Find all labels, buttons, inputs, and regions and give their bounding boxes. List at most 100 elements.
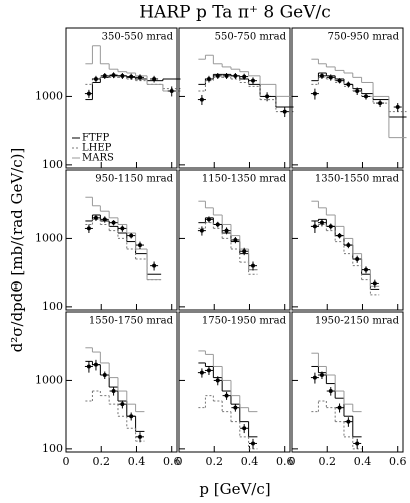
data-point (372, 281, 377, 286)
x-axis-label: p [GeV/c] (199, 480, 270, 498)
data-point (86, 91, 91, 96)
data-point (265, 94, 270, 99)
data-point (242, 74, 247, 79)
data-point (346, 82, 351, 87)
data-point (129, 233, 134, 238)
panel-frame (291, 27, 404, 169)
x-tick-label: 0.2 (92, 455, 110, 468)
data-point (120, 73, 125, 78)
data-point (242, 426, 247, 431)
data-point (199, 97, 204, 102)
panel-frame (178, 311, 291, 453)
panel-frame (178, 27, 291, 169)
legend-label: FTFP (82, 133, 110, 144)
x-tick-label: 0.6 (389, 455, 407, 468)
data-point (312, 224, 317, 229)
data-point (364, 94, 368, 99)
y-axis-label: d²σ/dpdΘ [mb/(rad GeV/c)] (8, 148, 26, 353)
data-point (206, 217, 211, 222)
data-point (282, 109, 287, 114)
data-point (111, 389, 116, 394)
data-point (328, 389, 333, 394)
data-point (224, 73, 229, 78)
data-point (251, 78, 255, 83)
data-point (138, 243, 142, 248)
data-point (199, 228, 204, 233)
chart-title: HARP p Ta π⁺ 8 GeV/c (139, 3, 331, 23)
panel-label: 1150-1350 mrad (202, 174, 287, 185)
panel-label: 1750-1950 mrad (202, 316, 287, 327)
x-tick-label: 0 (63, 455, 70, 468)
panel-label: 750-950 mrad (328, 32, 400, 43)
panel-frame (65, 169, 178, 311)
data-point (328, 75, 333, 80)
data-point (102, 373, 107, 378)
data-point (152, 263, 157, 268)
data-point (129, 414, 134, 419)
data-point (251, 263, 255, 268)
data-point (120, 226, 125, 231)
panel-frame (291, 311, 404, 453)
panel-label: 1350-1550 mrad (315, 174, 400, 185)
data-point (111, 73, 116, 78)
data-point (312, 91, 317, 96)
data-point (102, 217, 107, 222)
data-point (224, 393, 229, 398)
data-point (233, 237, 238, 242)
data-point (215, 222, 220, 227)
y-tick-label: 100 (42, 442, 63, 455)
data-point (328, 224, 333, 229)
data-point (346, 243, 351, 248)
data-point (355, 441, 360, 446)
data-point (346, 419, 351, 424)
y-tick-label: 1000 (35, 89, 63, 102)
data-point (233, 73, 238, 78)
panel-frame (65, 311, 178, 453)
data-point (355, 89, 360, 94)
data-point (224, 228, 229, 233)
y-tick-label: 100 (42, 158, 63, 171)
data-point (152, 76, 157, 81)
x-tick-label: 0.4 (354, 455, 372, 468)
data-point (86, 364, 91, 369)
panel-label: 1550-1750 mrad (89, 316, 174, 327)
data-point (395, 105, 400, 110)
data-point (364, 267, 368, 272)
panel-frame (291, 169, 404, 311)
panel-label: 550-750 mrad (215, 32, 287, 43)
data-point (129, 74, 134, 79)
data-point (337, 233, 342, 238)
legend-label: MARS (82, 153, 114, 164)
data-point (337, 78, 342, 83)
y-tick-label: 100 (42, 300, 63, 313)
data-point (206, 368, 211, 373)
panel-label: 950-1150 mrad (95, 174, 173, 185)
data-point (215, 73, 220, 78)
data-point (169, 89, 174, 94)
data-point (138, 75, 142, 80)
data-point (93, 215, 98, 220)
data-point (120, 402, 125, 407)
data-point (378, 101, 383, 106)
x-tick-label: 0 (289, 455, 296, 468)
data-point (242, 249, 247, 254)
legend-label: LHEP (82, 143, 112, 154)
data-point (319, 373, 324, 378)
data-point (337, 405, 342, 410)
x-tick-label: 0 (176, 455, 183, 468)
x-tick-label: 0.6 (276, 455, 294, 468)
panel-label: 350-550 mrad (102, 32, 174, 43)
data-point (215, 378, 220, 383)
data-point (319, 73, 324, 78)
data-point (102, 73, 107, 78)
data-point (355, 257, 360, 262)
data-point (319, 220, 324, 225)
data-point (93, 76, 98, 81)
data-point (138, 434, 142, 439)
y-tick-label: 1000 (35, 373, 63, 386)
data-point (86, 226, 91, 231)
panel-frame (178, 169, 291, 311)
y-tick-label: 1000 (35, 231, 63, 244)
x-tick-label: 0.4 (128, 455, 146, 468)
